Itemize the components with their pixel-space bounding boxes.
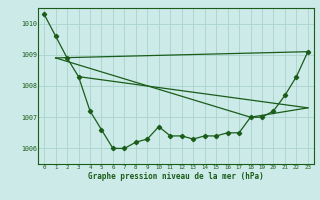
X-axis label: Graphe pression niveau de la mer (hPa): Graphe pression niveau de la mer (hPa) [88,172,264,181]
